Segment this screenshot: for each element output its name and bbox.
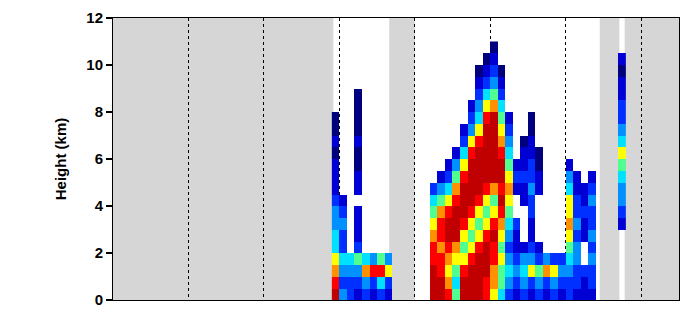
svg-text:6: 6 [95, 150, 103, 167]
svg-text:12: 12 [86, 9, 103, 26]
svg-text:10: 10 [86, 56, 103, 73]
svg-text:0: 0 [95, 291, 103, 308]
svg-text:2: 2 [95, 244, 103, 261]
svg-text:8: 8 [95, 103, 103, 120]
svg-text:Height (km): Height (km) [52, 118, 69, 201]
svg-text:4: 4 [95, 197, 104, 214]
